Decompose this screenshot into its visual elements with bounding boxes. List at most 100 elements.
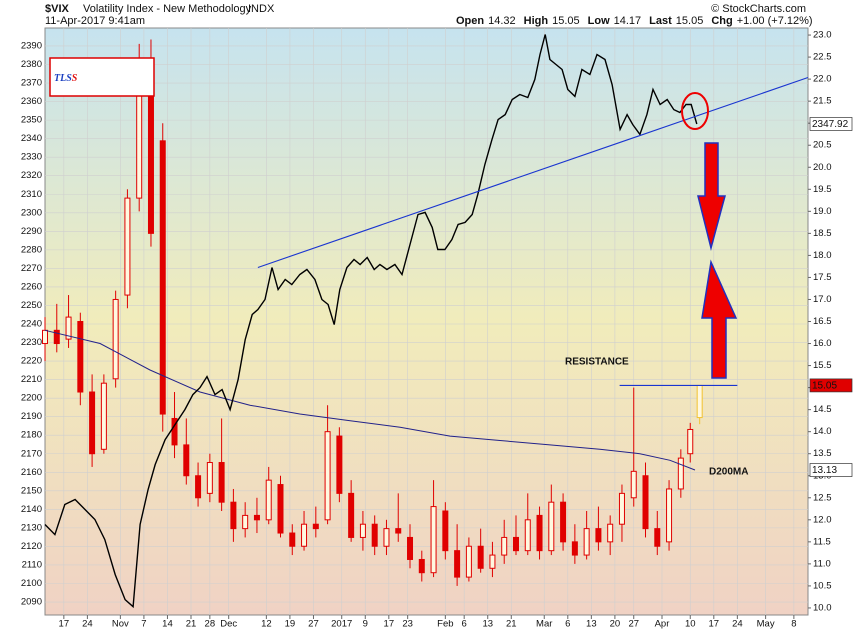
candle-body bbox=[42, 329, 48, 345]
y2-tick-label: 18.0 bbox=[813, 250, 832, 261]
candle-body bbox=[253, 514, 260, 521]
candle-body bbox=[595, 528, 602, 543]
y2-tick-label: 20.0 bbox=[813, 162, 832, 173]
candle-body bbox=[206, 462, 213, 494]
y-tick-label: 2260 bbox=[21, 281, 42, 292]
logo-box bbox=[49, 57, 155, 97]
candle-body bbox=[501, 536, 508, 556]
candle-body bbox=[371, 523, 378, 547]
labels: 17 24 Nov 7 14 21 28 Dec 12 19 27 2017 9 17 23 Feb 6 13 21… bbox=[21, 30, 853, 630]
candle-body bbox=[430, 506, 437, 574]
candle-body bbox=[454, 550, 461, 578]
logo-part: TLS bbox=[54, 73, 72, 84]
y2-tick-label: 12.5 bbox=[813, 492, 832, 503]
y2-tick-label: 10.5 bbox=[813, 580, 832, 591]
candle-body bbox=[512, 536, 519, 552]
x-tick-label: 21 bbox=[506, 619, 517, 630]
quote-label: Last bbox=[649, 15, 672, 27]
y-tick-label: 2310 bbox=[21, 189, 42, 200]
y-tick-label: 2100 bbox=[21, 578, 42, 589]
x-tick-label: 10 bbox=[685, 619, 696, 630]
candle-body bbox=[230, 501, 237, 530]
candle-body bbox=[465, 545, 472, 578]
candle-body bbox=[571, 541, 578, 556]
y2-tick-label: 12.0 bbox=[813, 514, 832, 525]
y2-tick-label: 20.5 bbox=[813, 140, 832, 151]
y2-tick-label: 10.0 bbox=[813, 602, 832, 613]
candle-body bbox=[687, 428, 694, 455]
candle-body bbox=[312, 523, 319, 530]
exchange: INDX bbox=[248, 3, 275, 15]
candle-body bbox=[583, 528, 590, 556]
y2-tick-label: 22.0 bbox=[813, 74, 832, 85]
y2-tick-label: 11.0 bbox=[813, 558, 831, 569]
candle-body bbox=[383, 528, 390, 547]
candle-body bbox=[395, 528, 402, 534]
last-value-label: 2347.92 bbox=[812, 119, 849, 130]
x-tick-label: 17 bbox=[59, 619, 70, 630]
y-tick-label: 2330 bbox=[21, 152, 42, 163]
y-tick-label: 2380 bbox=[21, 59, 42, 70]
logo-part: S bbox=[72, 73, 78, 84]
last-value-box bbox=[809, 117, 853, 131]
y-tick-label: 2140 bbox=[21, 504, 42, 515]
down-arrow bbox=[697, 142, 726, 251]
y-tick-label: 2230 bbox=[21, 337, 42, 348]
candle-body bbox=[489, 554, 496, 569]
y-tick-label: 2240 bbox=[21, 319, 42, 330]
candle-body bbox=[171, 417, 178, 446]
trendline bbox=[257, 76, 809, 268]
candle-body bbox=[618, 492, 625, 525]
x-tick-label: 17 bbox=[384, 619, 395, 630]
candle-body bbox=[407, 536, 414, 560]
ma-label: D200MA bbox=[709, 467, 748, 478]
candle-body bbox=[195, 475, 202, 499]
date: 11-Apr-2017 9:41am bbox=[45, 15, 145, 27]
x-tick-label: 13 bbox=[482, 619, 493, 630]
y2-tick-label: 23.0 bbox=[813, 30, 832, 41]
x-tick-label: 2017 bbox=[331, 619, 352, 630]
y-tick-label: 2200 bbox=[21, 393, 42, 404]
candle-body bbox=[677, 457, 684, 490]
y-tick-label: 2150 bbox=[21, 485, 42, 496]
candle-body bbox=[524, 519, 531, 552]
candle-body bbox=[630, 470, 637, 499]
x-tick-label: 12 bbox=[261, 619, 272, 630]
y2-tick-label: 16.5 bbox=[813, 316, 832, 327]
resistance-label: RESISTANCE bbox=[565, 357, 629, 368]
y-tick-label: 2160 bbox=[21, 467, 42, 478]
y-tick-label: 2250 bbox=[21, 300, 42, 311]
grid bbox=[45, 28, 811, 619]
candle-body bbox=[183, 444, 190, 477]
x-tick-label: 24 bbox=[732, 619, 743, 630]
y-tick-label: 2170 bbox=[21, 448, 42, 459]
x-tick-label: 27 bbox=[628, 619, 639, 630]
x-tick-label: 24 bbox=[82, 619, 93, 630]
y-tick-label: 2360 bbox=[21, 96, 42, 107]
y-tick-label: 2290 bbox=[21, 226, 42, 237]
candle-body bbox=[324, 431, 331, 521]
y-tick-label: 2130 bbox=[21, 522, 42, 533]
x-tick-label: 23 bbox=[402, 619, 413, 630]
x-tick-label: 21 bbox=[186, 619, 197, 630]
y2-tick-label: 21.5 bbox=[813, 96, 832, 107]
candle-body bbox=[654, 528, 661, 547]
candle-body bbox=[124, 197, 131, 296]
candle-body bbox=[77, 321, 84, 393]
candle-body bbox=[301, 523, 308, 547]
x-tick-label: 14 bbox=[162, 619, 173, 630]
candle-body bbox=[112, 298, 119, 380]
candle-body bbox=[477, 545, 484, 569]
last-value-box bbox=[809, 463, 853, 477]
up-arrow bbox=[701, 259, 738, 379]
y-tick-label: 2390 bbox=[21, 40, 42, 51]
candle-body bbox=[89, 391, 96, 455]
y2-tick-label: 13.5 bbox=[813, 448, 832, 459]
x-tick-label: 20 bbox=[610, 619, 621, 630]
y2-tick-label: 22.5 bbox=[813, 52, 832, 63]
plot-area bbox=[44, 27, 809, 616]
candle-body bbox=[336, 435, 343, 494]
y2-tick-label: 19.5 bbox=[813, 184, 832, 195]
x-tick-label: Mar bbox=[536, 619, 552, 630]
